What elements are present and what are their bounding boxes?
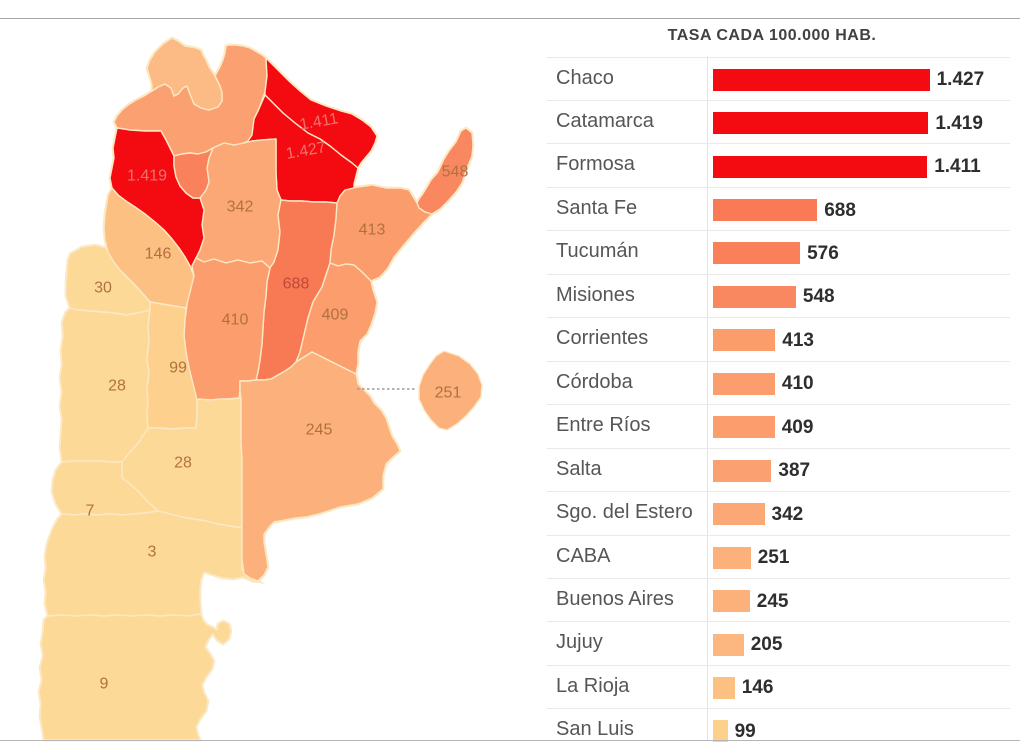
svg-text:146: 146 — [145, 246, 172, 263]
svg-text:1.411: 1.411 — [298, 110, 339, 134]
svg-text:1.427: 1.427 — [285, 139, 327, 163]
svg-text:342: 342 — [227, 199, 254, 216]
svg-text:9: 9 — [100, 676, 109, 693]
svg-text:410: 410 — [222, 312, 249, 329]
svg-text:413: 413 — [359, 222, 386, 239]
svg-text:28: 28 — [174, 455, 192, 472]
svg-text:409: 409 — [322, 307, 349, 324]
svg-text:1.419: 1.419 — [127, 168, 167, 185]
svg-text:688: 688 — [283, 276, 310, 293]
svg-text:548: 548 — [442, 164, 469, 181]
svg-text:28: 28 — [108, 378, 126, 395]
svg-text:245: 245 — [306, 422, 333, 439]
svg-text:7: 7 — [86, 503, 95, 520]
svg-text:30: 30 — [94, 280, 112, 297]
svg-text:3: 3 — [148, 544, 157, 561]
svg-text:251: 251 — [435, 385, 462, 402]
svg-text:99: 99 — [169, 360, 187, 377]
